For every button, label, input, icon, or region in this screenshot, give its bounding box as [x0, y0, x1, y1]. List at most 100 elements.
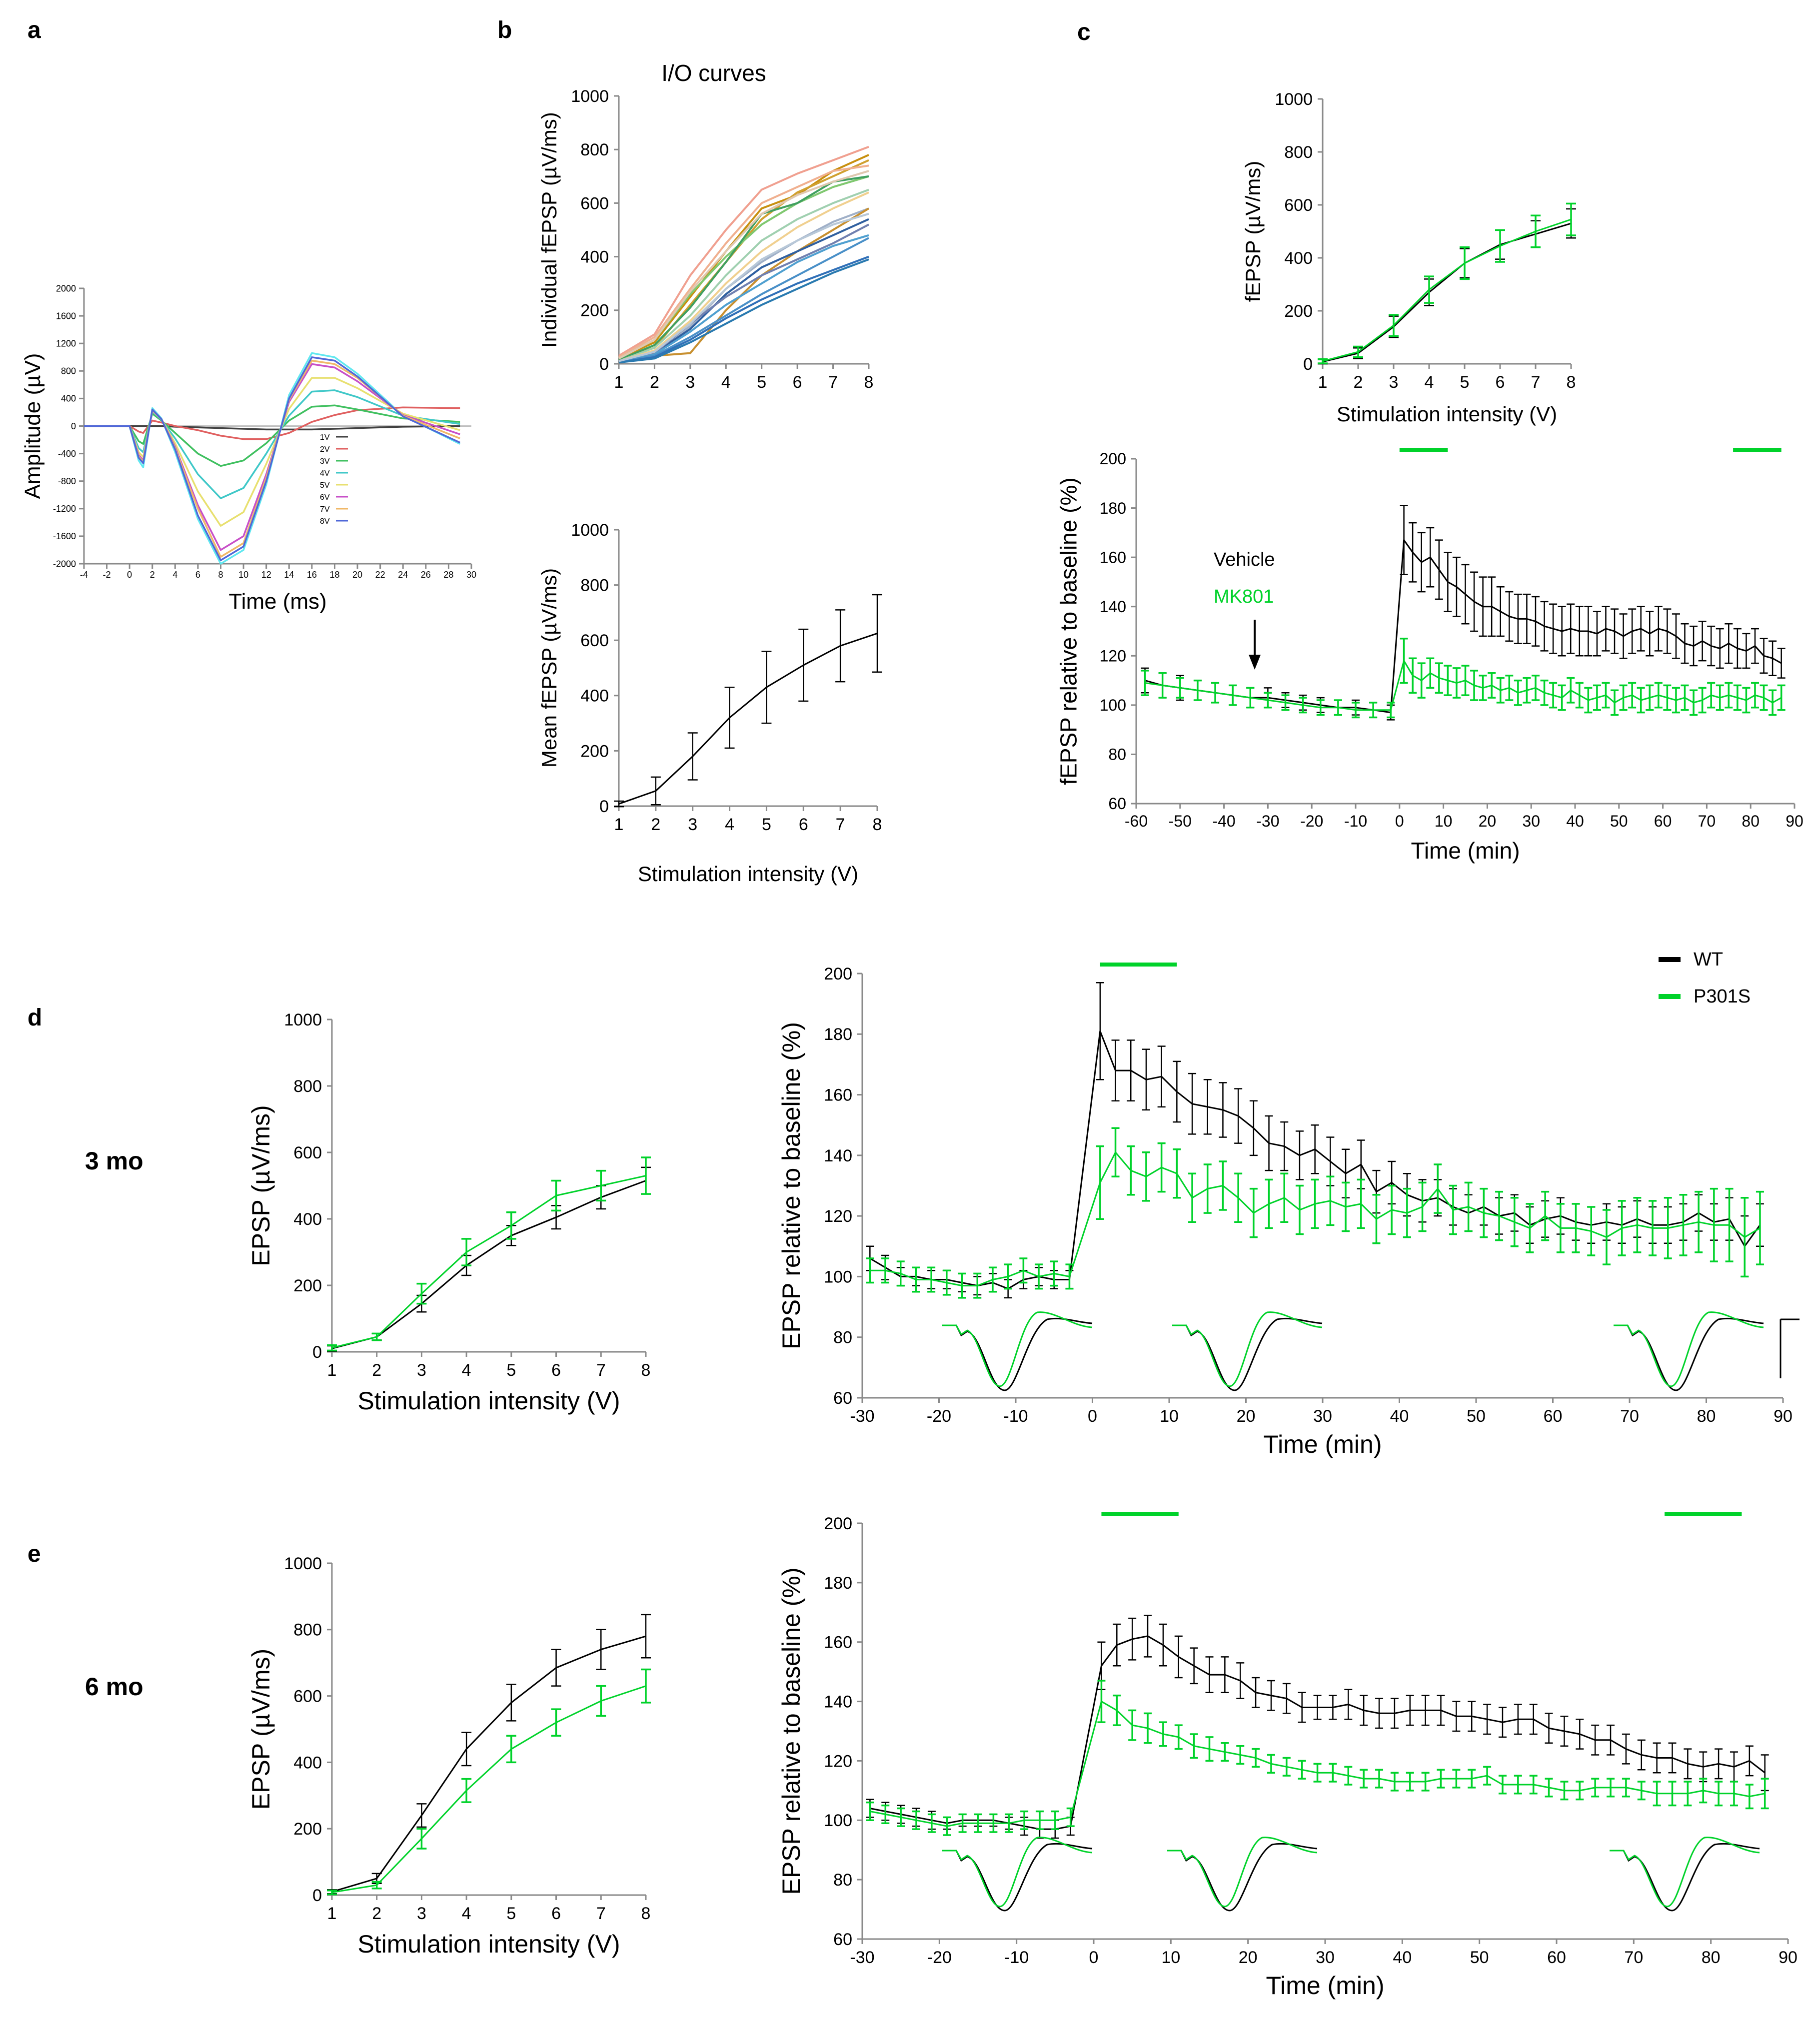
y-tick-label: 600	[580, 194, 609, 213]
x-tick-label: 6	[793, 373, 802, 392]
error-bar	[1468, 1769, 1476, 1789]
y-tick-label: 100	[1100, 696, 1126, 714]
error-bar	[958, 1272, 966, 1299]
chart-d-left: 0 200 400 600 800 1000 1 2 3 4 5 6 7 8 Stimulation int…	[247, 1011, 651, 1415]
error-bar	[1653, 1781, 1661, 1807]
error-bar	[927, 1813, 936, 1833]
error-bar	[1575, 682, 1584, 709]
x-tick-label: 5	[506, 1361, 516, 1380]
error-bar	[1496, 586, 1505, 637]
error-bar	[1400, 505, 1408, 575]
scale-bar	[1780, 1318, 1800, 1378]
panel-label-e: e	[27, 1541, 41, 1567]
error-bar	[1141, 670, 1149, 696]
x-tick-label: 3	[417, 1361, 426, 1380]
trace-p301s	[1172, 1311, 1323, 1387]
error-bar	[1219, 1160, 1227, 1211]
error-bar	[1421, 1772, 1430, 1792]
error-bar	[1558, 606, 1566, 657]
error-bar	[1313, 1695, 1322, 1720]
error-bar	[1633, 1197, 1642, 1253]
x-tick-label: 50	[1467, 1407, 1486, 1426]
trace-wt	[1614, 1317, 1764, 1391]
chart-title: I/O curves	[661, 60, 766, 86]
error-bar	[1452, 1769, 1461, 1789]
y-tick-label: 120	[824, 1752, 852, 1771]
error-bar	[687, 732, 698, 781]
series-line-trace-16	[618, 170, 869, 360]
y-tick-label: 400	[1284, 249, 1313, 268]
y-axis-label: Individual fEPSP (µV/ms)	[537, 112, 561, 348]
error-bar	[1329, 1763, 1337, 1783]
error-bar	[1602, 1209, 1611, 1265]
error-bar	[1437, 1695, 1445, 1726]
series-line-trace-17	[618, 212, 869, 362]
error-bar	[1646, 684, 1654, 711]
error-bar	[1514, 593, 1522, 644]
error-bar	[1593, 684, 1601, 711]
y-tick-label: 600	[293, 1687, 322, 1706]
y-tick-label: 600	[1284, 196, 1313, 215]
x-tick-label: 0	[1088, 1407, 1097, 1426]
error-bar	[1234, 1172, 1243, 1223]
error-bar	[1698, 621, 1707, 662]
chart-b-bottom: 0 200 400 600 800 1000 1 2 3 4 5 6 7 8 Stimulation int…	[537, 521, 882, 886]
error-bar	[1281, 694, 1290, 711]
x-tick-label: 4	[721, 373, 731, 392]
x-tick-label: 60	[1654, 812, 1672, 830]
x-tick-label: -50	[1169, 812, 1192, 830]
error-bar	[1575, 606, 1584, 657]
error-bar	[1344, 1766, 1353, 1786]
x-tick-label: 1	[327, 1904, 337, 1923]
x-tick-label: 50	[1610, 812, 1628, 830]
error-bar	[1144, 1614, 1152, 1658]
x-tick-label: 18	[329, 570, 339, 580]
x-tick-label: 20	[1239, 1948, 1258, 1967]
x-tick-label: 6	[1496, 373, 1505, 392]
error-bar	[1464, 1181, 1473, 1232]
error-bar	[1745, 1784, 1754, 1810]
error-bar	[1663, 684, 1672, 711]
error-bar	[1468, 1701, 1476, 1732]
y-tick-label: 160	[1100, 548, 1126, 566]
error-bar	[1488, 672, 1496, 699]
error-bar	[1710, 1187, 1718, 1262]
error-bar	[1698, 687, 1707, 714]
x-tick-label: 5	[1460, 373, 1470, 392]
legend-label: 1V	[320, 433, 330, 442]
error-bar	[1267, 1680, 1275, 1711]
error-bar	[1483, 1704, 1492, 1735]
error-bar	[1742, 687, 1751, 714]
error-bar	[1157, 1142, 1166, 1193]
error-bar	[1576, 1718, 1584, 1750]
error-bar	[1769, 689, 1777, 716]
y-tick-label: 800	[1284, 143, 1313, 162]
error-bar	[1760, 638, 1768, 674]
x-tick-label: 80	[1702, 1948, 1721, 1967]
x-tick-label: 3	[417, 1904, 426, 1923]
legend-label-vehicle: Vehicle	[1214, 549, 1275, 570]
x-tick-label: 60	[1547, 1948, 1566, 1967]
error-bar	[1567, 677, 1575, 704]
y-tick-label: -1200	[53, 504, 76, 514]
error-bar	[1437, 1769, 1445, 1789]
panel-label-c: c	[1077, 19, 1091, 45]
error-bar	[1390, 1772, 1399, 1792]
error-bar	[1449, 1184, 1457, 1235]
error-bar	[641, 1614, 651, 1659]
error-bar	[1035, 1810, 1044, 1830]
trace-p301s	[1610, 1837, 1760, 1908]
y-tick-label: 400	[580, 248, 609, 267]
x-tick-label: 22	[375, 570, 385, 580]
error-bar	[1715, 1748, 1723, 1780]
error-bar	[551, 1179, 561, 1212]
error-bar	[1205, 1656, 1214, 1693]
error-bar	[1663, 608, 1672, 654]
error-bar	[1174, 1724, 1183, 1750]
x-tick-label: 2	[150, 570, 155, 580]
error-bar	[1318, 358, 1328, 364]
series-line-vehicle	[1322, 222, 1572, 363]
legend-label: 2V	[320, 445, 330, 454]
y-tick-label: 1000	[284, 1011, 322, 1029]
error-bar	[1715, 1781, 1723, 1807]
